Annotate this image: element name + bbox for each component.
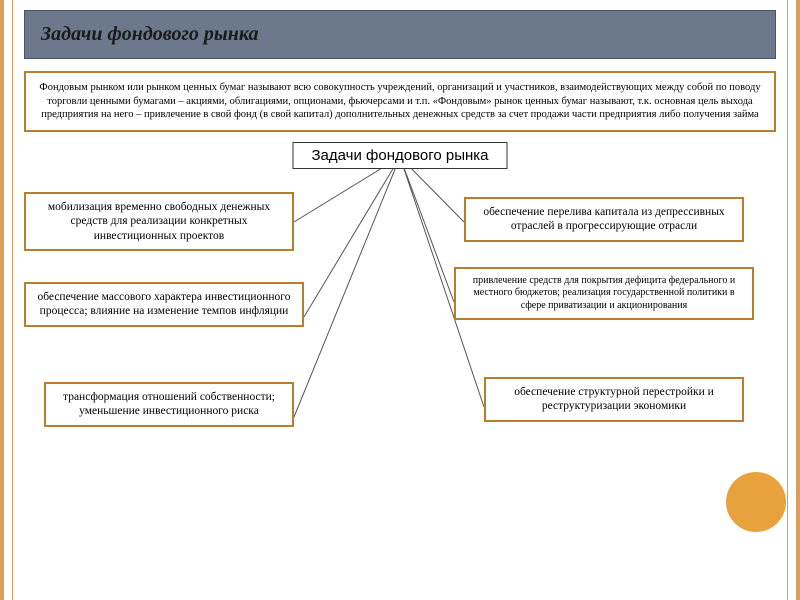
node-n2: обеспечение массового характера инвестиц… xyxy=(24,282,304,327)
node-n4: обеспечение перелива капитала из депресс… xyxy=(464,197,744,242)
slide-content: Задачи фондового рынка Фондовым рынком и… xyxy=(24,10,776,590)
page-title: Задачи фондового рынка xyxy=(41,23,759,46)
diagram-area: Задачи фондового рынка мобилизация време… xyxy=(24,142,776,522)
node-n6: обеспечение структурной перестройки и ре… xyxy=(484,377,744,422)
title-bar: Задачи фондового рынка xyxy=(24,10,776,59)
node-n5: привлечение средств для покрытия дефицит… xyxy=(454,267,754,321)
node-n3: трансформация отношений собственности; у… xyxy=(44,382,294,427)
hub-label: Задачи фондового рынка xyxy=(292,142,507,169)
definition-box: Фондовым рынком или рынком ценных бумаг … xyxy=(24,71,776,132)
node-n1: мобилизация временно свободных денежных … xyxy=(24,192,294,251)
